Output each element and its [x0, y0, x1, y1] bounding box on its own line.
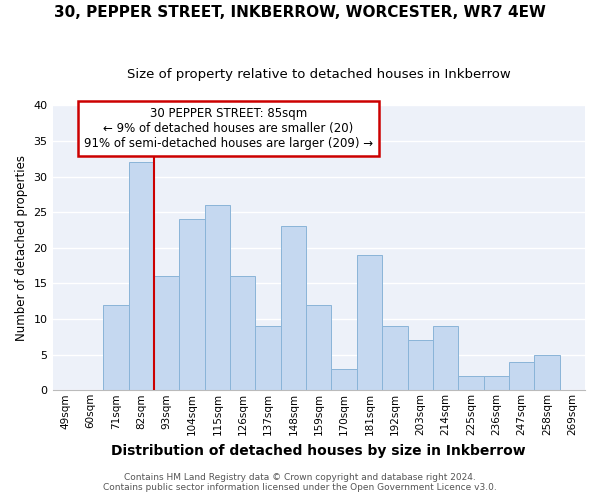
Bar: [484, 376, 509, 390]
Bar: [205, 205, 230, 390]
Bar: [331, 369, 357, 390]
Y-axis label: Number of detached properties: Number of detached properties: [15, 155, 28, 341]
Title: Size of property relative to detached houses in Inkberrow: Size of property relative to detached ho…: [127, 68, 511, 80]
Bar: [230, 276, 256, 390]
Bar: [103, 305, 128, 390]
Bar: [458, 376, 484, 390]
Bar: [433, 326, 458, 390]
Bar: [256, 326, 281, 390]
Bar: [509, 362, 534, 390]
Bar: [534, 354, 560, 390]
Bar: [306, 305, 331, 390]
Bar: [407, 340, 433, 390]
Text: Contains HM Land Registry data © Crown copyright and database right 2024.
Contai: Contains HM Land Registry data © Crown c…: [103, 473, 497, 492]
X-axis label: Distribution of detached houses by size in Inkberrow: Distribution of detached houses by size …: [112, 444, 526, 458]
Bar: [154, 276, 179, 390]
Bar: [382, 326, 407, 390]
Bar: [281, 226, 306, 390]
Text: 30 PEPPER STREET: 85sqm
← 9% of detached houses are smaller (20)
91% of semi-det: 30 PEPPER STREET: 85sqm ← 9% of detached…: [83, 106, 373, 150]
Bar: [179, 220, 205, 390]
Bar: [128, 162, 154, 390]
Text: 30, PEPPER STREET, INKBERROW, WORCESTER, WR7 4EW: 30, PEPPER STREET, INKBERROW, WORCESTER,…: [54, 5, 546, 20]
Bar: [357, 255, 382, 390]
